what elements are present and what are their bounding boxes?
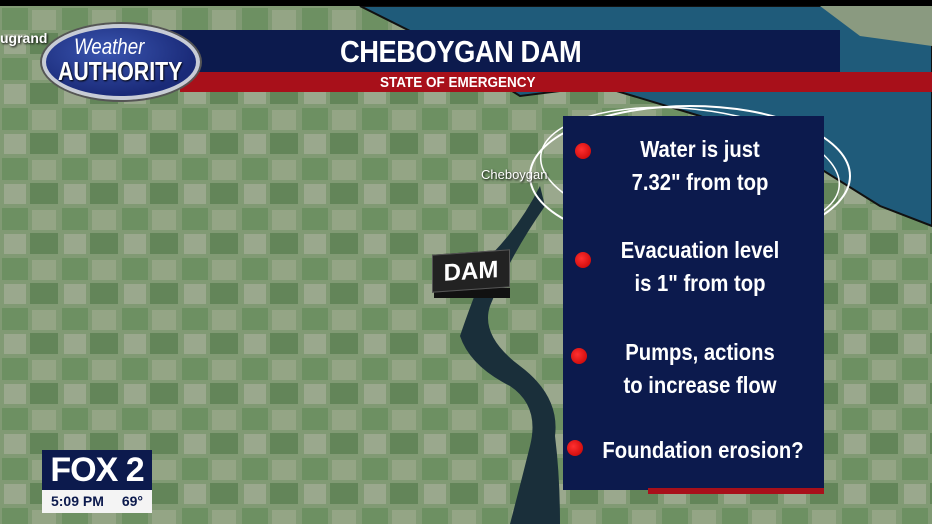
top-black-bar [0, 0, 932, 6]
bullet-4-line1: Foundation erosion? [602, 437, 804, 463]
bullet-1: Water is just 7.32" from top [594, 133, 805, 199]
bullet-2-line2: is 1" from top [634, 270, 766, 296]
bullet-1-line2: 7.32" from top [631, 169, 769, 195]
page-title: CHEBOYGAN DAM [340, 34, 582, 69]
bullet-1-line1: Water is just [640, 136, 760, 162]
bullet-dot-icon [567, 440, 583, 456]
weather-authority-logo: Weather AUTHORITY [42, 24, 200, 100]
dam-marker: DAM [432, 249, 512, 300]
map-label-town: ugrand [0, 30, 48, 46]
bullet-dot-icon [571, 348, 587, 364]
subheader-bar [180, 72, 932, 92]
page-subtitle: STATE OF EMERGENCY [380, 74, 536, 91]
station-info: 5:09 PM 69° [42, 490, 152, 513]
station-name: FOX 2 [42, 450, 152, 490]
bullet-3: Pumps, actions to increase flow [594, 336, 805, 402]
dam-label: DAM [432, 249, 510, 293]
bullet-2: Evacuation level is 1" from top [594, 234, 805, 300]
panel-accent [648, 488, 824, 494]
bullet-dot-icon [575, 143, 591, 159]
station-bug: FOX 2 5:09 PM 69° [42, 450, 152, 514]
bullet-2-line1: Evacuation level [620, 237, 780, 263]
bullet-3-line1: Pumps, actions [625, 339, 775, 365]
station-temp: 69° [121, 493, 144, 509]
logo-line1: Weather [74, 34, 145, 59]
bullet-dot-icon [575, 252, 591, 268]
dam-marker-shadow [434, 288, 510, 298]
info-panel [563, 116, 824, 490]
logo-line2: AUTHORITY [58, 56, 183, 86]
bullet-3-line2: to increase flow [623, 372, 777, 398]
bullet-4: Foundation erosion? [590, 434, 815, 467]
station-time: 5:09 PM [50, 493, 104, 509]
map-label-cheboygan: Cheboygan [481, 167, 548, 182]
header-bar [150, 30, 840, 72]
